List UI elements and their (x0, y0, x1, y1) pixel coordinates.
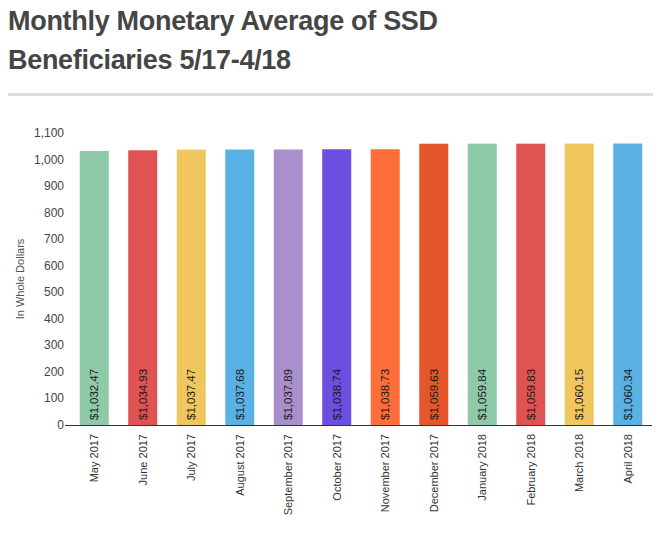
x-tick-label: December 2017 (428, 434, 440, 512)
data-label: $1,037.47 (185, 369, 197, 420)
y-tick-label: 1,100 (34, 126, 64, 140)
x-tick-label: January 2018 (476, 434, 488, 501)
x-tick-label: March 2018 (573, 434, 585, 492)
data-label: $1,060.34 (622, 368, 634, 420)
y-tick-label: 300 (44, 338, 64, 352)
data-label: $1,037.89 (282, 369, 294, 420)
y-tick-label: 400 (44, 312, 64, 326)
y-axis-label: In Whole Dollars (14, 238, 26, 319)
data-label: $1,032.47 (88, 369, 100, 420)
data-label: $1,059.83 (525, 369, 537, 420)
y-tick-label: 100 (44, 391, 64, 405)
x-tick-label: April 2018 (622, 434, 634, 484)
x-tick-label: November 2017 (379, 434, 391, 512)
x-tick-label: October 2017 (331, 434, 343, 501)
bar (274, 149, 303, 425)
bar (419, 144, 448, 425)
title: Monthly Monetary Average of SSD Benefici… (8, 2, 488, 80)
x-tick-label: August 2017 (234, 434, 246, 496)
bar (613, 144, 642, 425)
y-tick-label: 1,000 (34, 153, 64, 167)
bar (225, 150, 254, 425)
y-tick-label: 600 (44, 259, 64, 273)
x-tick-label: September 2017 (282, 434, 294, 515)
bar (565, 144, 594, 425)
bar (468, 144, 497, 425)
data-label: $1,038.73 (379, 369, 391, 420)
data-label: $1,038.74 (331, 368, 343, 420)
x-tick-label: February 2018 (525, 434, 537, 506)
bar (80, 151, 109, 425)
x-tick-label: June 2017 (137, 434, 149, 485)
x-axis-line (65, 425, 652, 426)
data-label: $1,059.63 (428, 369, 440, 420)
bar (128, 150, 157, 425)
title-rule (8, 93, 653, 96)
y-tick-label: 700 (44, 232, 64, 246)
bar (177, 150, 206, 425)
bars (80, 144, 643, 425)
data-label: $1,059.84 (476, 368, 488, 420)
y-tick-label: 0 (57, 418, 64, 432)
data-label: $1,037.68 (234, 369, 246, 420)
bar (371, 149, 400, 425)
y-tick-label: 500 (44, 285, 64, 299)
x-tick-label: July 2017 (185, 434, 197, 481)
y-tick-label: 800 (44, 206, 64, 220)
y-tick-label: 200 (44, 365, 64, 379)
data-label: $1,034.93 (137, 369, 149, 420)
data-label: $1,060.15 (573, 369, 585, 420)
y-tick-label: 900 (44, 179, 64, 193)
bar (322, 149, 351, 425)
bar (516, 144, 545, 425)
chart: In Whole Dollars 0 100 200 300 400 500 600 700 80… (0, 0, 661, 534)
x-tick-label: May 2017 (88, 434, 100, 482)
